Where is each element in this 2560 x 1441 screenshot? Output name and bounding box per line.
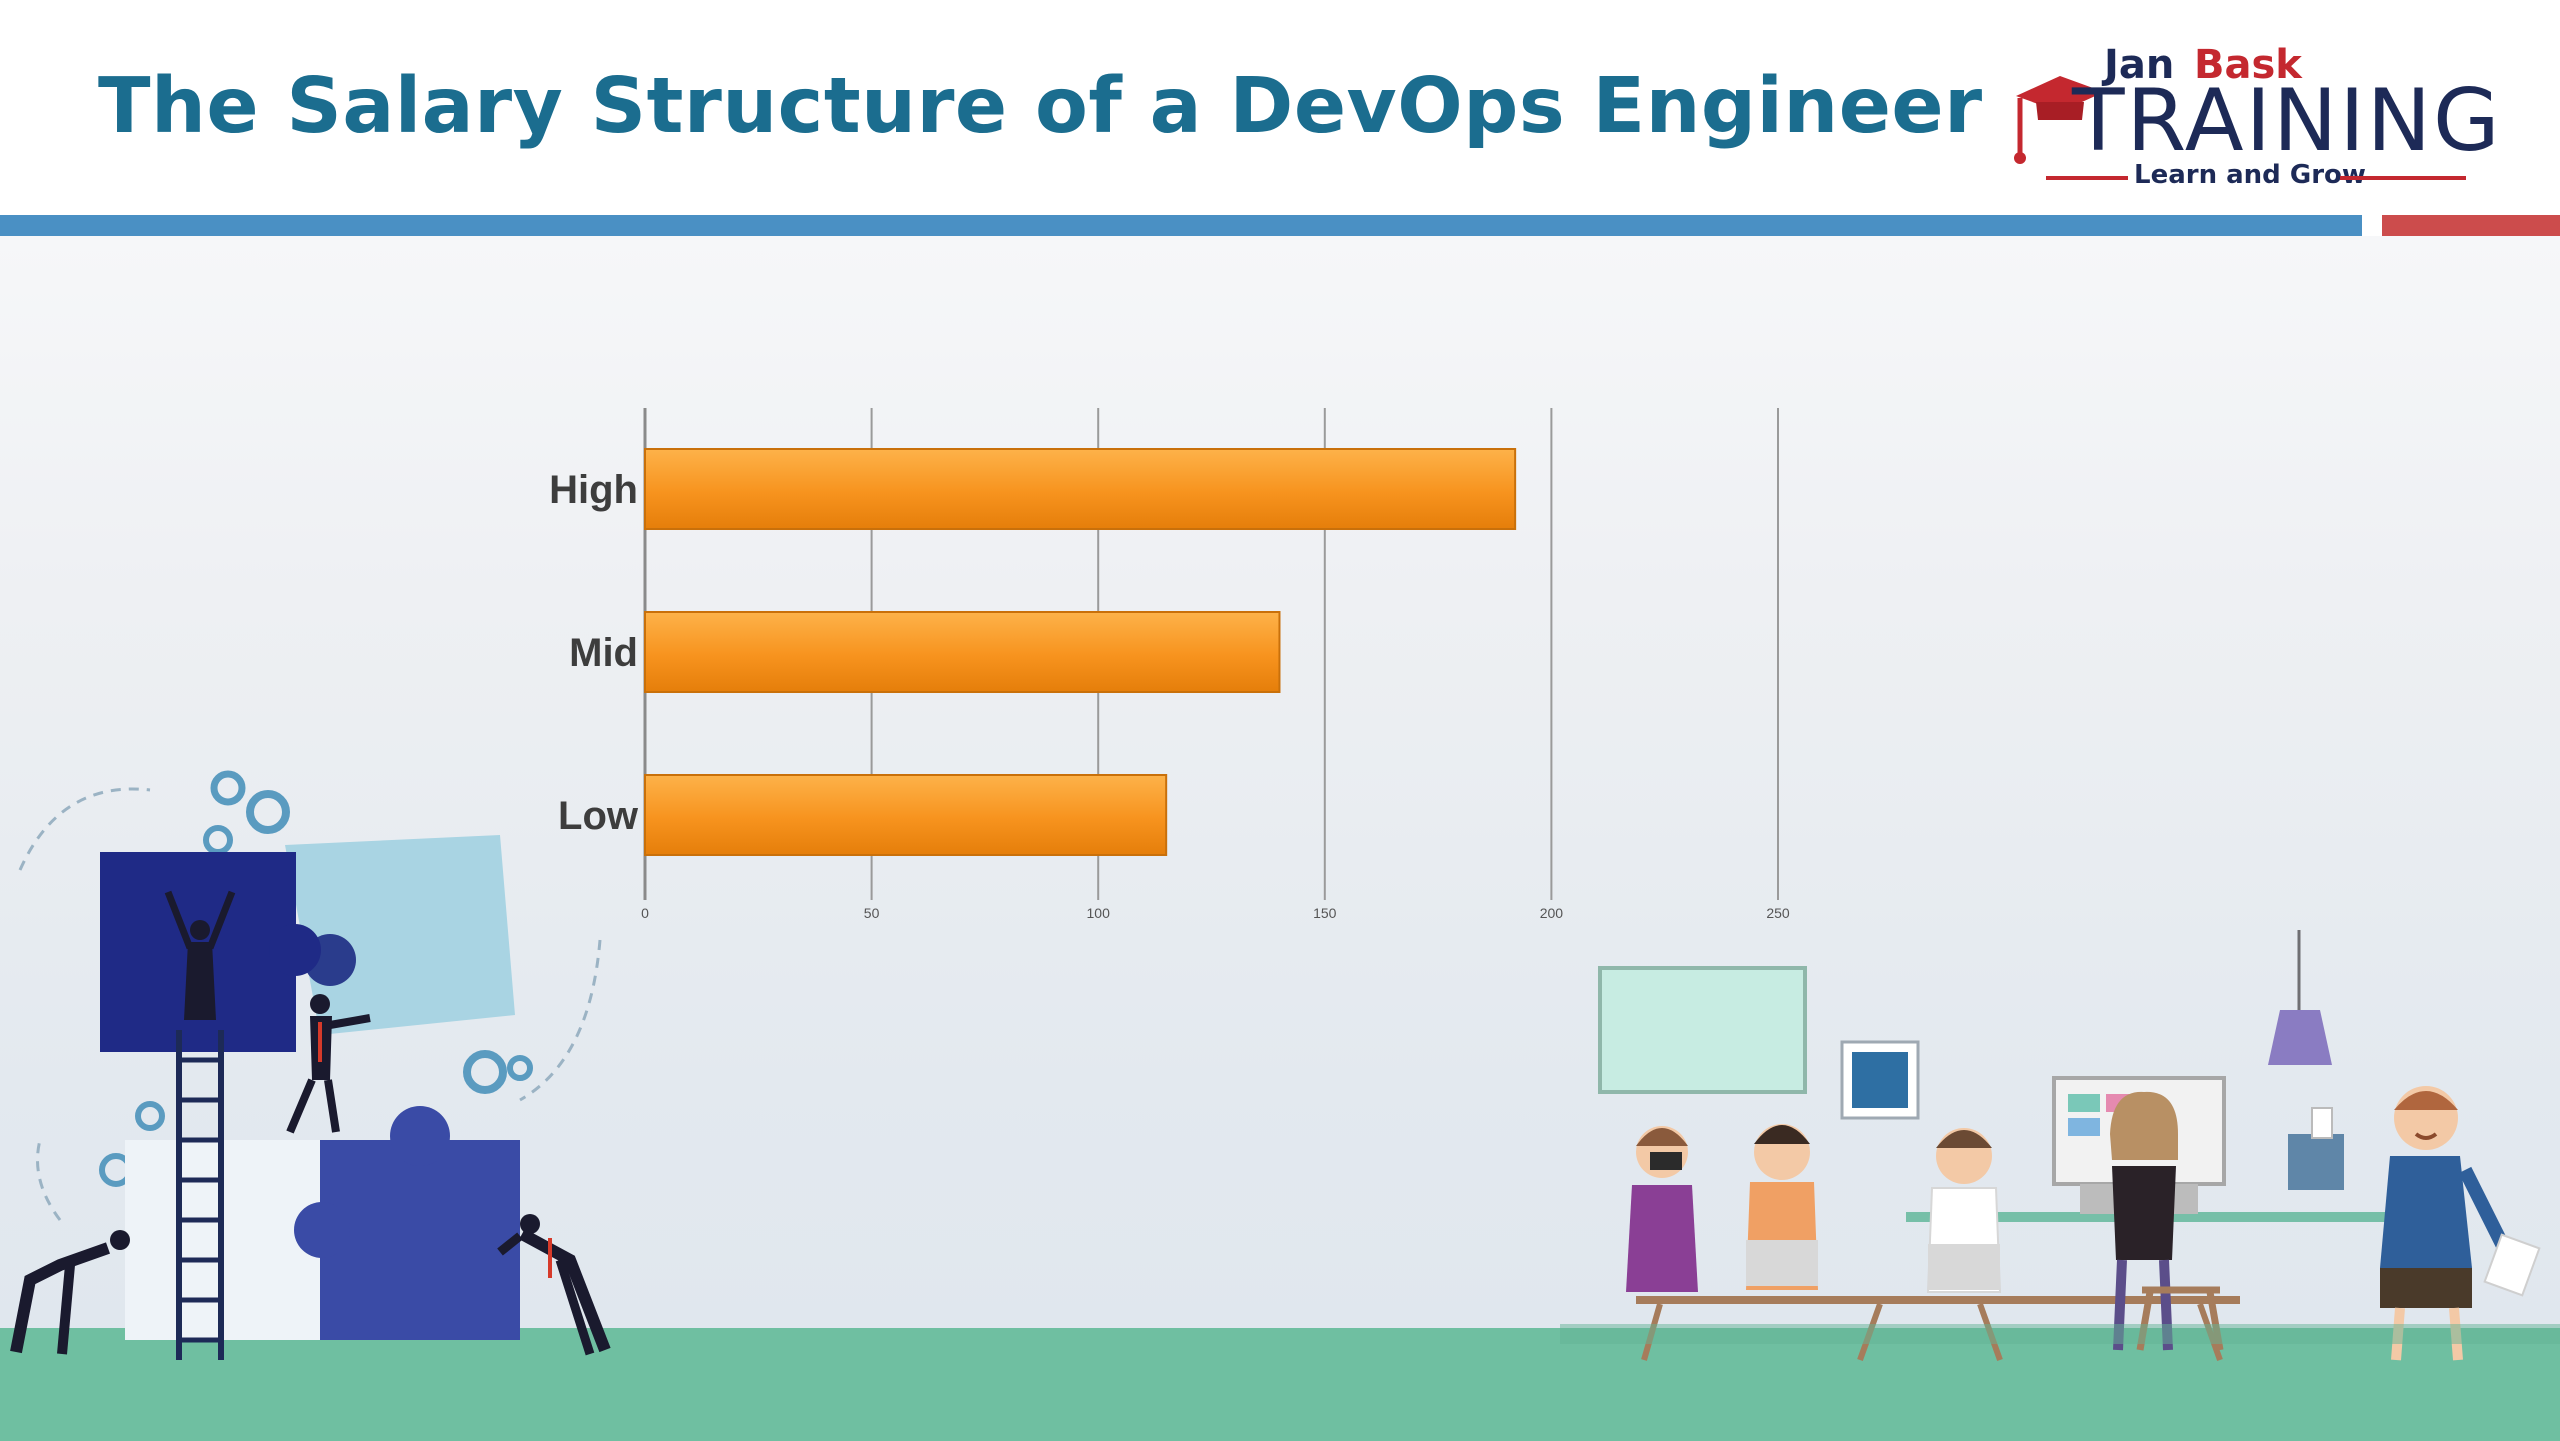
chart-bars xyxy=(644,448,1517,856)
slide-title: The Salary Structure of a DevOps Enginee… xyxy=(98,62,1983,151)
header-divider-red xyxy=(2382,215,2560,236)
puzzle-teamwork-illustration xyxy=(10,770,611,1360)
bar-high xyxy=(644,448,1517,530)
x-tick-label-250: 250 xyxy=(1766,905,1790,921)
category-label-low: Low xyxy=(558,794,639,838)
chart-x-tick-labels: 0 50 100 150 200 250 xyxy=(641,905,1790,921)
logo-rule-right xyxy=(2340,176,2466,180)
logo-brand-bask: Bask xyxy=(2194,42,2302,88)
x-tick-label-0: 0 xyxy=(641,905,649,921)
x-tick-label-50: 50 xyxy=(864,905,880,921)
logo-wordmark: TRAINING xyxy=(2072,71,2502,171)
chart-category-labels: High Mid Low xyxy=(549,468,639,838)
logo-tagline: Learn and Grow xyxy=(2134,160,2366,190)
bar-mid xyxy=(644,611,1281,693)
header-divider-blue xyxy=(0,215,2362,236)
category-label-mid: Mid xyxy=(569,631,638,675)
x-tick-label-200: 200 xyxy=(1540,905,1564,921)
janbask-training-logo: Jan Bask TRAINING Learn and Grow xyxy=(2010,36,2500,196)
bar-low xyxy=(644,774,1168,856)
floor-ground xyxy=(0,1328,2560,1441)
logo-rule-left xyxy=(2046,176,2128,180)
category-label-high: High xyxy=(549,468,638,512)
logo-brand-jan: Jan xyxy=(2104,42,2175,88)
graduation-cap-icon xyxy=(2014,76,2104,164)
x-tick-label-100: 100 xyxy=(1087,905,1111,921)
office-team-illustration xyxy=(1560,930,2560,1362)
x-tick-label-150: 150 xyxy=(1313,905,1337,921)
